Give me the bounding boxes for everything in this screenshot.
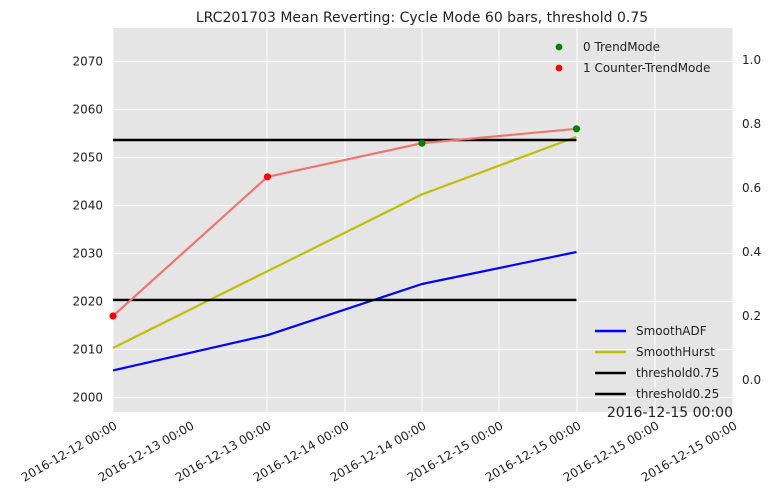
legend-label: 1 Counter-TrendMode <box>583 61 710 75</box>
x-axis-offset-label: 2016-12-15 00:00 <box>607 405 733 421</box>
legend-top: 0 TrendMode 1 Counter-TrendMode <box>555 40 710 75</box>
mode-marker-point <box>418 139 426 147</box>
legend-marker <box>555 64 563 72</box>
left-axis-ticks: 2000 2010 2020 2030 2040 2050 2060 2070 <box>72 55 103 405</box>
right-axis-ticks: 0.0 0.2 0.4 0.6 0.8 1.0 <box>742 53 761 387</box>
right-tick-label: 1.0 <box>742 53 761 67</box>
right-tick-label: 0.6 <box>742 181 761 195</box>
right-tick-label: 0.8 <box>742 117 761 131</box>
left-tick-label: 2000 <box>72 391 103 405</box>
left-tick-label: 2060 <box>72 103 103 117</box>
series-line-smoothadf <box>112 250 577 372</box>
legend-bottom: SmoothADF SmoothHurst threshold0.75 thresho… <box>595 324 719 401</box>
left-tick-label: 2070 <box>72 55 103 69</box>
mode-marker-point <box>263 173 272 181</box>
left-tick-label: 2040 <box>72 199 103 213</box>
right-tick-label: 0.0 <box>742 373 761 387</box>
legend-marker <box>555 43 563 51</box>
right-tick-label: 0.2 <box>742 309 761 323</box>
legend-label: threshold0.25 <box>636 387 719 401</box>
left-tick-label: 2020 <box>72 295 103 309</box>
legend-label: SmoothHurst <box>636 345 715 359</box>
mode-marker-point <box>572 125 581 133</box>
left-tick-label: 2030 <box>72 247 103 261</box>
left-tick-label: 2010 <box>72 343 103 357</box>
mode-marker-point <box>109 312 117 320</box>
legend-label: SmoothADF <box>636 324 707 338</box>
chart-title: LRC201703 Mean Reverting: Cycle Mode 60 … <box>196 10 648 26</box>
grid <box>112 28 734 412</box>
left-tick-label: 2050 <box>72 151 103 165</box>
series-layer <box>109 125 581 372</box>
series-line-price <box>112 127 577 317</box>
plot-area <box>113 28 733 412</box>
legend-label: 0 TrendMode <box>583 40 660 54</box>
right-tick-label: 0.4 <box>742 245 761 259</box>
legend-label: threshold0.75 <box>636 366 719 380</box>
series-line-smoothhurst <box>112 135 577 349</box>
